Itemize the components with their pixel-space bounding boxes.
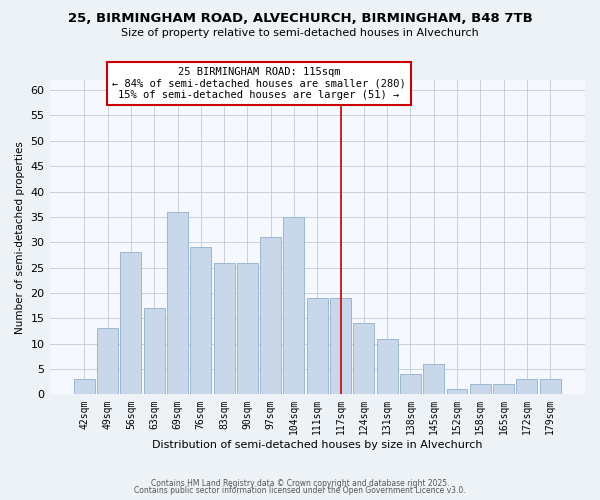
Text: 25, BIRMINGHAM ROAD, ALVECHURCH, BIRMINGHAM, B48 7TB: 25, BIRMINGHAM ROAD, ALVECHURCH, BIRMING… bbox=[68, 12, 532, 26]
Y-axis label: Number of semi-detached properties: Number of semi-detached properties bbox=[15, 140, 25, 334]
Bar bbox=[214, 262, 235, 394]
Text: Contains public sector information licensed under the Open Government Licence v3: Contains public sector information licen… bbox=[134, 486, 466, 495]
Bar bbox=[237, 262, 258, 394]
Bar bbox=[307, 298, 328, 394]
Bar bbox=[353, 324, 374, 394]
Text: Contains HM Land Registry data © Crown copyright and database right 2025.: Contains HM Land Registry data © Crown c… bbox=[151, 478, 449, 488]
Bar bbox=[400, 374, 421, 394]
Bar bbox=[121, 252, 142, 394]
Bar bbox=[260, 237, 281, 394]
Bar bbox=[97, 328, 118, 394]
Bar bbox=[517, 379, 538, 394]
Bar bbox=[74, 379, 95, 394]
Bar bbox=[423, 364, 444, 394]
X-axis label: Distribution of semi-detached houses by size in Alvechurch: Distribution of semi-detached houses by … bbox=[152, 440, 482, 450]
Bar bbox=[493, 384, 514, 394]
Bar bbox=[539, 379, 560, 394]
Text: Size of property relative to semi-detached houses in Alvechurch: Size of property relative to semi-detach… bbox=[121, 28, 479, 38]
Bar bbox=[283, 217, 304, 394]
Bar bbox=[470, 384, 491, 394]
Bar bbox=[446, 390, 467, 394]
Bar bbox=[144, 308, 165, 394]
Bar bbox=[167, 212, 188, 394]
Bar bbox=[190, 248, 211, 394]
Bar bbox=[377, 338, 398, 394]
Bar bbox=[330, 298, 351, 394]
Text: 25 BIRMINGHAM ROAD: 115sqm
← 84% of semi-detached houses are smaller (280)
15% o: 25 BIRMINGHAM ROAD: 115sqm ← 84% of semi… bbox=[112, 67, 406, 100]
